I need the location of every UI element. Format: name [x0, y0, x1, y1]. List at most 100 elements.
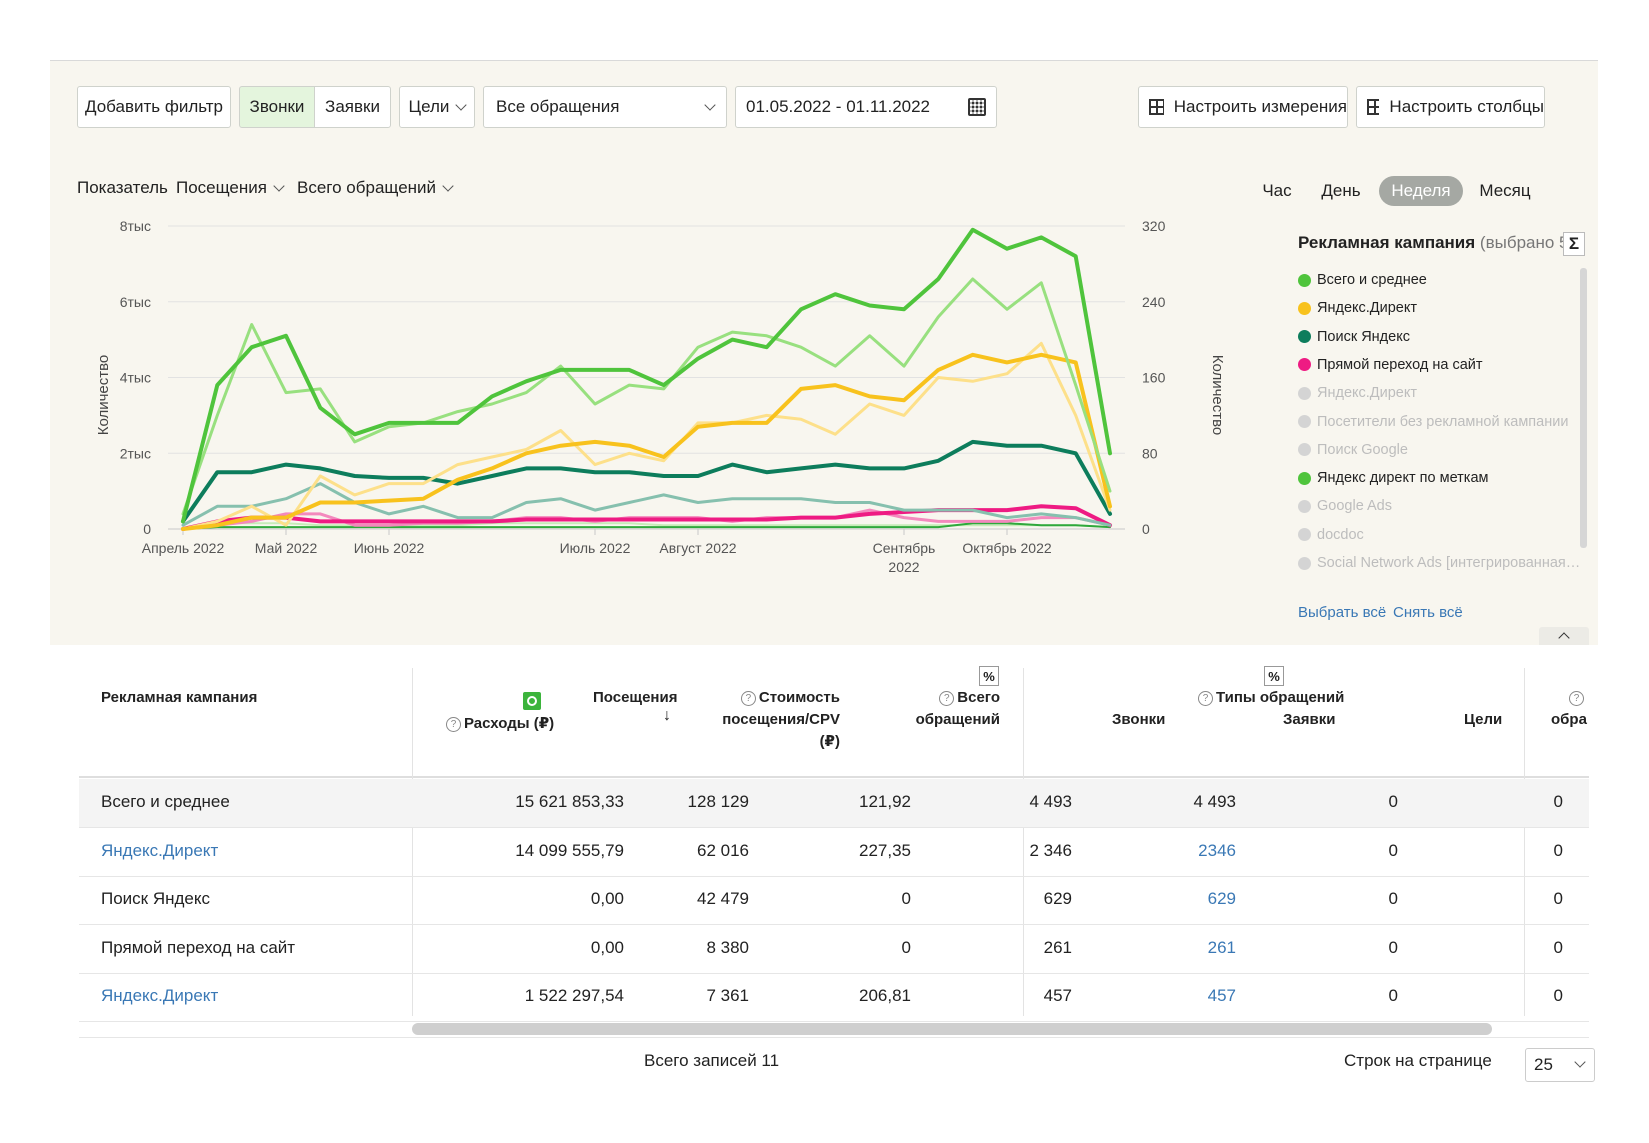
col-extra-help[interactable]: ? — [1569, 687, 1587, 709]
series-line[interactable] — [181, 352, 1112, 531]
y-right-tick-label: 240 — [1142, 294, 1166, 310]
table-row[interactable]: Всего и среднее 15 621 853,33 128 129 121,9… — [79, 779, 1589, 828]
col-visits-header[interactable]: Посещения — [593, 687, 677, 709]
help-icon[interactable]: ? — [446, 717, 461, 732]
cell-campaign: Прямой переход на сайт — [101, 937, 296, 957]
date-range-picker[interactable]: 01.05.2022 - 01.11.2022 — [735, 86, 997, 128]
help-icon[interactable]: ? — [1569, 691, 1584, 706]
cell-cpv: 121,92 — [859, 792, 911, 811]
legend-item-label: Google Ads — [1317, 498, 1392, 515]
table-row[interactable]: Прямой переход на сайт 0,00 8 380 0 261 261 0 0 — [79, 925, 1589, 974]
legend-item-label: Поиск Яндекс — [1317, 328, 1410, 345]
series-line[interactable] — [181, 227, 1112, 524]
series-line[interactable] — [182, 522, 1111, 530]
col-types-group-header: ? Типы обращений — [1198, 687, 1344, 709]
legend-item[interactable]: Посетители без рекламной кампании — [1298, 414, 1568, 430]
legend-item[interactable]: Яндекс.Директ — [1298, 300, 1417, 316]
legend-dot-icon — [1298, 556, 1311, 570]
deselect-all-link[interactable]: Снять всё — [1393, 604, 1463, 621]
table-row[interactable]: Яндекс.Директ 14 099 555,79 62 016 227,35 2 … — [79, 828, 1589, 877]
help-icon[interactable]: ? — [1198, 691, 1213, 706]
requests-select[interactable]: Все обращения — [483, 86, 727, 128]
collapse-chart-button[interactable] — [1539, 627, 1589, 645]
cell-campaign[interactable]: Яндекс.Директ — [101, 986, 219, 1005]
legend-item[interactable]: docdoc — [1298, 527, 1364, 543]
cell-calls[interactable]: 629 — [1207, 889, 1236, 908]
cell-requests: 0 — [1388, 889, 1398, 908]
percent-toggle[interactable]: % — [979, 666, 999, 686]
help-icon[interactable]: ? — [740, 691, 756, 706]
cell-total: 4 493 — [1029, 792, 1072, 811]
legend-dot-icon — [1298, 330, 1311, 344]
x-tick-label: Июль 2022 — [560, 540, 631, 556]
col-expenses-header[interactable]: ? Расходы (₽) — [446, 713, 554, 735]
tab-calls[interactable]: Звонки — [239, 86, 315, 128]
table-row[interactable]: Поиск Яндекс 0,00 42 479 0 629 629 0 0 — [79, 876, 1589, 925]
cell-calls: 4 493 — [1193, 792, 1236, 811]
col-campaign-header[interactable]: Рекламная кампания — [101, 689, 258, 706]
legend-dot-icon — [1298, 386, 1311, 400]
legend-item[interactable]: Google Ads — [1298, 498, 1392, 514]
y-left-tick-label: 6тыс — [120, 294, 151, 310]
series-line[interactable] — [181, 439, 1112, 524]
legend-item[interactable]: Всего и среднее — [1298, 272, 1427, 288]
legend-dot-icon — [1298, 358, 1311, 372]
configure-dimensions-button[interactable]: Настроить измерения — [1138, 86, 1348, 128]
cell-requests: 0 — [1388, 986, 1398, 1005]
col-extra-header[interactable]: обра — [1551, 711, 1587, 728]
y-right-tick-label: 320 — [1142, 218, 1166, 234]
legend-item[interactable]: Яндекс.Директ — [1298, 385, 1417, 401]
col-cpv-header[interactable]: ? Стоимость посещения/CPV (₽) — [700, 687, 840, 753]
col-calls-header[interactable]: Звонки — [1112, 711, 1166, 728]
legend-item[interactable]: Прямой переход на сайт — [1298, 357, 1483, 373]
goals-dropdown[interactable]: Цели — [399, 86, 475, 128]
period-week[interactable]: Неделя — [1379, 176, 1463, 206]
period-month[interactable]: Месяц — [1477, 176, 1533, 206]
sigma-icon: Σ — [1568, 234, 1580, 253]
table-horizontal-scrollbar[interactable] — [412, 1023, 1492, 1035]
select-all-link[interactable]: Выбрать всё — [1298, 604, 1387, 621]
legend-scrollbar[interactable] — [1580, 268, 1587, 548]
y-left-tick-label: 2тыс — [120, 445, 151, 461]
settings-gear-icon[interactable] — [523, 692, 541, 710]
col-total-header[interactable]: ? Всего обращений — [880, 687, 1000, 731]
cell-calls[interactable]: 261 — [1207, 937, 1236, 957]
cell-calls[interactable]: 2346 — [1198, 840, 1236, 860]
col-requests-header[interactable]: Заявки — [1283, 711, 1336, 728]
series-line[interactable] — [181, 482, 1112, 527]
percent-toggle[interactable]: % — [1264, 666, 1284, 686]
cell-calls[interactable]: 457 — [1207, 986, 1236, 1005]
percent-icon: % — [1268, 668, 1280, 684]
period-day[interactable]: День — [1318, 176, 1364, 206]
sigma-button[interactable]: Σ — [1563, 232, 1585, 256]
col-divider — [1023, 668, 1024, 1016]
help-icon[interactable]: ? — [939, 691, 955, 706]
cell-total: 457 — [1043, 986, 1072, 1005]
legend-item[interactable]: Поиск Google — [1298, 442, 1408, 458]
rows-per-page-select[interactable]: 25 — [1525, 1048, 1595, 1082]
tab-requests[interactable]: Заявки — [314, 86, 391, 128]
cell-total: 2 346 — [1029, 840, 1072, 860]
total-records: Всего записей 11 — [644, 1051, 780, 1070]
calendar-icon[interactable] — [968, 98, 986, 116]
legend-item-label: Поиск Google — [1317, 441, 1408, 458]
col-divider — [412, 668, 413, 1016]
add-filter-button[interactable]: Добавить фильтр — [77, 86, 231, 128]
series-line[interactable] — [181, 277, 1112, 516]
tab-requests-label: Заявки — [325, 97, 380, 116]
legend-item[interactable]: Яндекс директ по меткам — [1298, 470, 1489, 486]
x-tick-label: Июнь 2022 — [354, 540, 425, 556]
sort-down-arrow-icon[interactable]: ↓ — [663, 707, 671, 724]
col-goals-header[interactable]: Цели — [1464, 711, 1503, 728]
table-row[interactable]: Яндекс.Директ 1 522 297,54 7 361 206,81 457 4… — [79, 973, 1589, 1022]
series-line[interactable] — [181, 341, 1112, 531]
configure-columns-button[interactable]: Настроить столбцы — [1356, 86, 1545, 128]
y-right-tick-label: 160 — [1142, 370, 1166, 386]
metric1-dropdown[interactable]: Посещения — [176, 178, 285, 198]
legend-item[interactable]: Поиск Яндекс — [1298, 329, 1410, 345]
cell-visits: 42 479 — [697, 889, 749, 908]
metric2-dropdown[interactable]: Всего обращений — [297, 178, 454, 198]
cell-campaign[interactable]: Яндекс.Директ — [101, 840, 219, 860]
period-hour[interactable]: Час — [1262, 176, 1292, 206]
legend-item[interactable]: Social Network Ads [интегрированная… — [1298, 555, 1580, 571]
